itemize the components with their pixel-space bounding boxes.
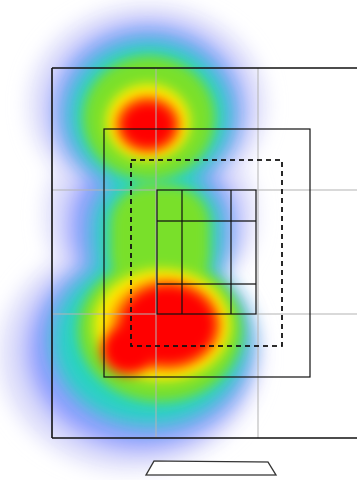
lower-hotspot-left bbox=[102, 326, 154, 374]
screen-frame bbox=[51, 67, 357, 439]
hotspots bbox=[102, 101, 216, 374]
inner-frame bbox=[103, 128, 311, 378]
grid-lines bbox=[52, 68, 357, 438]
center-grid bbox=[156, 189, 257, 315]
heat-layer bbox=[0, 5, 265, 470]
upper-hotspot bbox=[120, 101, 176, 149]
dashed-region bbox=[130, 159, 283, 347]
trapezoid-stand-icon bbox=[144, 460, 278, 476]
